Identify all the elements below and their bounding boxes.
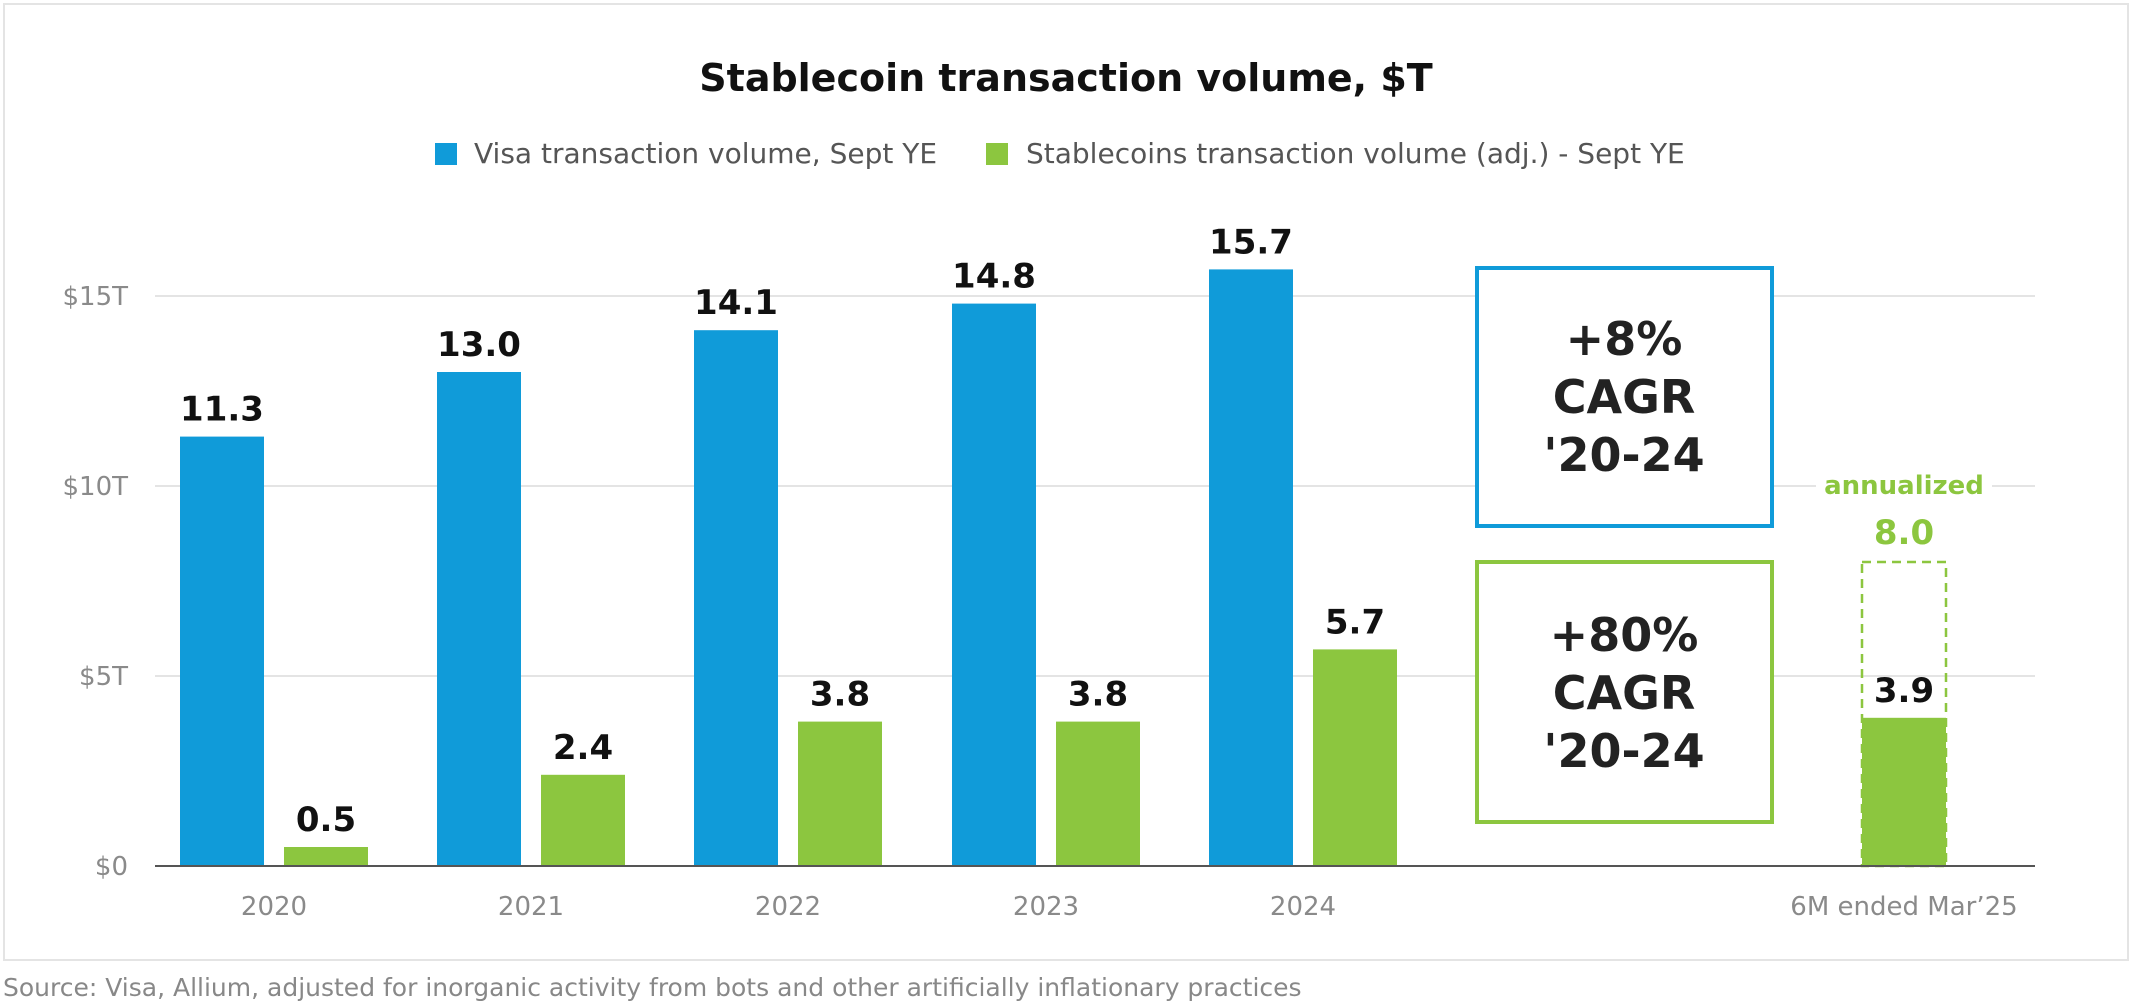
x-axis-ticks: 2020 2021 2022 2023 2024 6M ended Mar’25 <box>241 892 2018 922</box>
chart-title: Stablecoin transaction volume, $T <box>699 56 1433 100</box>
data-label-visa: 11.3 <box>180 390 264 430</box>
bar-stablecoins <box>798 721 882 866</box>
bar-visa <box>1209 269 1293 866</box>
bar-visa <box>180 436 264 866</box>
data-label-stablecoins: 3.8 <box>810 675 870 715</box>
bar-stablecoins <box>1056 721 1140 866</box>
chart-frame <box>3 3 2129 961</box>
data-label-stablecoins: 5.7 <box>1325 602 1385 642</box>
x-tick-label: 6M ended Mar’25 <box>1790 892 2017 922</box>
x-tick-label: 2021 <box>498 892 564 922</box>
bar-stablecoins <box>1862 717 1946 866</box>
callout-stablecoin-cagr: +80% CAGR '20-24 <box>1475 560 1774 824</box>
annualized-label-backing <box>1816 468 1992 502</box>
y-tick-label: $5T <box>79 662 128 692</box>
x-tick-label: 2022 <box>755 892 821 922</box>
data-label-visa: 15.7 <box>1209 222 1293 262</box>
callout-visa-line-1: +8% <box>1566 312 1683 366</box>
bar-visa <box>952 303 1036 867</box>
bar-visa <box>437 372 521 866</box>
data-label-stablecoins: 3.8 <box>1068 675 1128 715</box>
legend-swatch-stablecoins <box>986 143 1008 165</box>
source-note: Source: Visa, Allium, adjusted for inorg… <box>3 973 1302 1002</box>
data-label-stablecoins: 2.4 <box>553 728 613 768</box>
callout-stablecoin-line-3: '20-24 <box>1543 724 1704 778</box>
callout-visa-box <box>1475 266 1774 528</box>
bar-visa <box>694 330 778 866</box>
legend: Visa transaction volume, Sept YE Stablec… <box>435 137 1685 170</box>
callout-stablecoin-line-2: CAGR <box>1553 666 1696 720</box>
y-tick-label: $0 <box>95 852 128 882</box>
x-tick-label: 2023 <box>1013 892 1079 922</box>
data-labels: 11.3 13.0 14.1 14.8 15.7 0.5 2.4 3.8 3.8 5.7 3.9 8.… <box>180 222 1992 840</box>
data-label-stablecoins: 3.9 <box>1874 671 1934 711</box>
data-label-visa: 14.1 <box>694 283 778 323</box>
data-label-annualized: 8.0 <box>1874 513 1934 553</box>
x-tick-label: 2024 <box>1270 892 1336 922</box>
legend-swatch-visa <box>435 143 457 165</box>
callout-visa-line-2: CAGR <box>1553 370 1696 424</box>
y-axis-ticks: $0 $5T $10T $15T <box>62 282 128 882</box>
data-label-stablecoins: 0.5 <box>296 800 356 840</box>
callout-stablecoin-box <box>1475 560 1774 824</box>
callout-stablecoin-line-1: +80% <box>1550 608 1699 662</box>
x-tick-label: 2020 <box>241 892 307 922</box>
data-label-visa: 13.0 <box>437 325 521 365</box>
legend-label-stablecoins: Stablecoins transaction volume (adj.) - … <box>1026 137 1685 170</box>
bar-stablecoins <box>284 847 368 866</box>
bars <box>180 269 1948 868</box>
callout-visa-line-3: '20-24 <box>1543 428 1704 482</box>
bar-stablecoins <box>1313 649 1397 866</box>
bar-stablecoins <box>541 774 625 866</box>
bar-annualized-outline <box>1860 560 1948 868</box>
data-label-visa: 14.8 <box>952 257 1036 297</box>
callout-visa-cagr: +8% CAGR '20-24 <box>1475 266 1774 528</box>
annualized-label: annualized <box>1824 471 1984 501</box>
y-tick-label: $10T <box>62 472 128 502</box>
y-tick-label: $15T <box>62 282 128 312</box>
legend-label-visa: Visa transaction volume, Sept YE <box>474 137 937 170</box>
